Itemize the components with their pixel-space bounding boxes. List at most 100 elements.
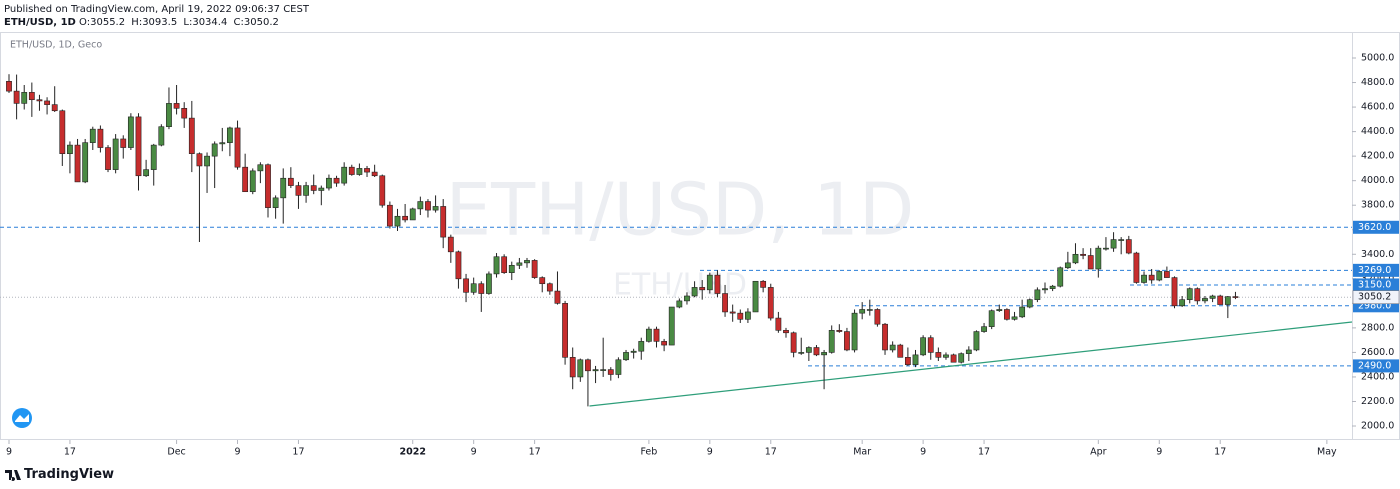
- candle-body: [760, 280, 767, 288]
- candle-body: [684, 295, 690, 302]
- candle-body: [341, 166, 348, 184]
- candle-body: [348, 166, 355, 175]
- candle-body: [1057, 267, 1064, 287]
- candle-body: [386, 204, 393, 227]
- candle-body: [1148, 274, 1155, 281]
- candle-body: [531, 260, 538, 278]
- candle-body: [912, 354, 919, 365]
- candle-body: [790, 332, 797, 353]
- candle-body: [798, 352, 805, 354]
- x-tick-label: 9: [6, 447, 12, 458]
- candle-body: [1171, 277, 1178, 307]
- candle-body: [440, 206, 447, 238]
- candle-body: [539, 277, 546, 285]
- candle-body: [607, 369, 614, 375]
- candle-body: [1232, 296, 1239, 298]
- candle-body: [295, 185, 302, 196]
- level-label: 3150.0: [1358, 279, 1391, 290]
- candle-body: [59, 110, 66, 154]
- candle-body: [722, 293, 728, 313]
- header: Published on TradingView.com, April 19, …: [4, 3, 309, 29]
- symbol-line: ETH/USD, 1D O:3055.2 H:3093.5 L:3034.4 C…: [4, 16, 309, 29]
- candle-body: [866, 309, 873, 311]
- badge-icon: [15, 414, 29, 422]
- candle-body: [13, 90, 20, 104]
- y-tick-label: 2200.0: [1361, 396, 1394, 407]
- candle-body: [1179, 299, 1186, 307]
- candle-body: [196, 153, 203, 167]
- y-tick-label: 3400.0: [1361, 249, 1394, 260]
- candle-body: [1064, 262, 1071, 269]
- candle-body: [249, 170, 256, 193]
- candle-body: [6, 81, 12, 92]
- candle-body: [21, 92, 28, 104]
- candle-body: [897, 344, 904, 358]
- candle-body: [204, 155, 210, 167]
- candle-body: [82, 142, 89, 183]
- candle-body: [371, 171, 378, 177]
- candle-body: [805, 347, 812, 353]
- ohlc-label: O:: [79, 17, 91, 28]
- ohlc-value: 3055.2: [90, 17, 126, 28]
- candle-body: [851, 312, 858, 351]
- level-label-bg: [1353, 278, 1399, 292]
- candle-body: [173, 103, 180, 109]
- last-price-label-bg: [1352, 290, 1400, 304]
- candle-body: [1133, 252, 1140, 283]
- candle-body: [394, 215, 401, 227]
- level-label: 3620.0: [1358, 222, 1391, 233]
- candle-body: [585, 359, 591, 372]
- candle-body: [1186, 288, 1193, 300]
- x-tick-label: 17: [529, 447, 541, 458]
- candle-body: [1156, 271, 1163, 281]
- candle-body: [546, 283, 553, 292]
- candle-body: [112, 138, 119, 170]
- candle-body: [1087, 255, 1094, 270]
- y-tick-label: 4800.0: [1361, 77, 1394, 88]
- symbol: ETH/USD, 1D: [4, 17, 76, 28]
- candle-body: [988, 310, 995, 327]
- y-tick-label: 4200.0: [1361, 151, 1394, 162]
- x-tick-label: Mar: [853, 447, 871, 458]
- candle-body: [1042, 288, 1048, 291]
- candle-body: [943, 354, 949, 358]
- y-tick-label: 4000.0: [1361, 175, 1394, 186]
- candle-body: [272, 197, 279, 208]
- ohlc-value: 3050.2: [243, 17, 279, 28]
- x-tick-label: Apr: [1090, 447, 1107, 458]
- candle-body: [234, 127, 241, 168]
- candle-body: [67, 144, 73, 154]
- candle-body: [562, 303, 568, 358]
- candle-body: [1125, 239, 1132, 254]
- y-tick-label: 2000.0: [1361, 421, 1394, 432]
- candle-body: [950, 354, 957, 363]
- candle-body: [1202, 298, 1208, 302]
- candle-body: [166, 103, 172, 128]
- y-tick-label: 4400.0: [1361, 126, 1394, 137]
- candle-body: [402, 215, 409, 221]
- candle-body: [882, 323, 888, 351]
- candle-body: [859, 309, 866, 314]
- candle-body: [1072, 253, 1079, 264]
- candle-body: [493, 256, 500, 275]
- candle-body: [668, 306, 675, 346]
- logo-badge: [12, 408, 32, 428]
- y-tick-label: 4600.0: [1361, 102, 1394, 113]
- candle-body: [181, 108, 188, 119]
- candle-body: [752, 280, 759, 313]
- brand-name: TradingView: [24, 467, 115, 482]
- candle-body: [996, 309, 1003, 312]
- candle-body: [577, 359, 584, 378]
- candle-body: [219, 142, 226, 145]
- ohlc-label: C:: [233, 17, 244, 28]
- candle-body: [417, 201, 424, 210]
- x-tick-label: Dec: [167, 447, 185, 458]
- candle-body: [821, 352, 827, 356]
- candle-body: [745, 311, 751, 320]
- candle-body: [904, 357, 911, 365]
- candle-body: [318, 187, 325, 191]
- y-tick-label: 2600.0: [1361, 347, 1394, 358]
- candle-body: [508, 265, 515, 273]
- candle-body: [844, 331, 850, 351]
